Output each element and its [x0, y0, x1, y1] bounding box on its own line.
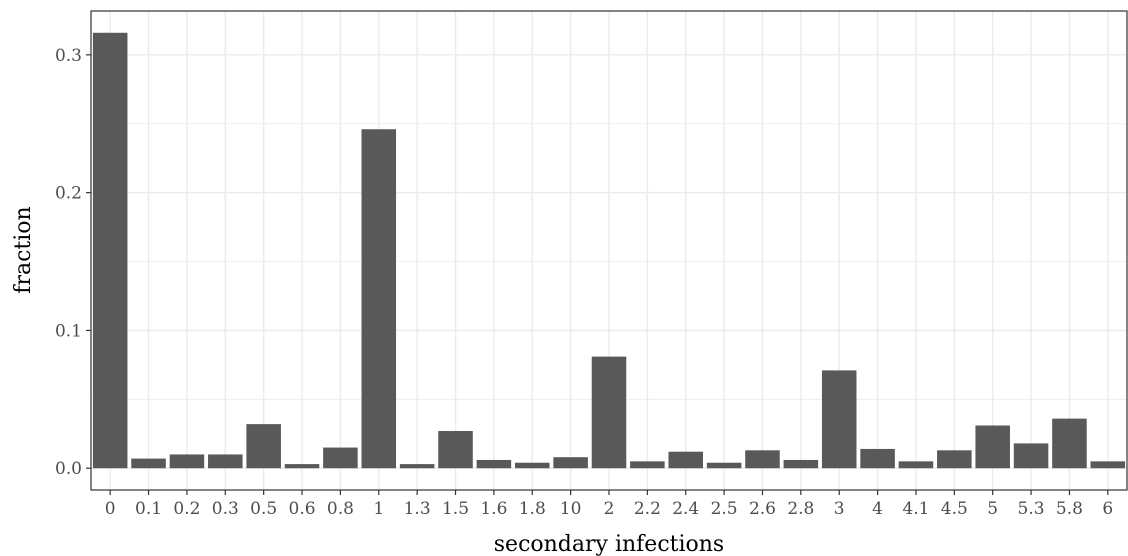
x-tick-label: 1.5: [442, 499, 469, 519]
x-tick-label: 0.6: [289, 499, 316, 519]
bar-0.5: [246, 424, 281, 469]
bar-5: [975, 425, 1010, 469]
x-tick-label: 2.5: [711, 499, 738, 519]
x-tick-label: 4.1: [902, 499, 929, 519]
y-tick-label: 0.3: [55, 46, 82, 66]
x-tick-label: 2: [604, 499, 615, 519]
x-tick-label: 2.8: [787, 499, 814, 519]
bar-1: [361, 129, 397, 469]
bar-10: [553, 457, 588, 469]
x-axis-ticks: 0 0.1 0.2 0.3 0.5 0.6 0.8 1 1.3 1.5 1.6 1.8 10 2 2.2 2.…: [105, 490, 1113, 519]
bar-0: [92, 32, 128, 469]
bar-0.8: [323, 447, 358, 469]
bar-4.1: [898, 461, 934, 469]
bar-2.8: [783, 459, 819, 469]
bar-6: [1090, 461, 1126, 469]
bar-2: [591, 356, 627, 469]
bar-2.5: [706, 462, 742, 469]
x-tick-label: 2.6: [749, 499, 776, 519]
bars: [92, 32, 1126, 469]
bar-1.8: [514, 462, 550, 469]
bar-0.6: [284, 464, 320, 469]
bar-2.2: [630, 461, 665, 469]
bar-2.4: [668, 451, 704, 469]
x-tick-label: 10: [560, 499, 582, 519]
y-axis-ticks: 0.0 0.1 0.2 0.3: [55, 46, 91, 479]
bar-5.8: [1052, 418, 1087, 469]
x-tick-label: 3: [834, 499, 845, 519]
x-tick-label: 6: [1102, 499, 1113, 519]
x-tick-label: 1.3: [404, 499, 431, 519]
x-tick-label: 5: [987, 499, 998, 519]
x-tick-label: 2.4: [672, 499, 699, 519]
y-tick-label: 0.1: [55, 321, 82, 341]
bar-1.3: [399, 464, 435, 469]
y-axis-title: fraction: [11, 206, 36, 293]
bar-5.3: [1013, 443, 1049, 469]
x-tick-label: 0.1: [135, 499, 162, 519]
x-tick-label: 0.8: [327, 499, 354, 519]
bar-0.1: [131, 458, 166, 469]
x-tick-label: 1: [373, 499, 384, 519]
x-tick-label: 5.8: [1056, 499, 1083, 519]
bar-0.3: [208, 454, 243, 469]
bar-2.6: [745, 450, 780, 469]
x-tick-label: 4.5: [941, 499, 968, 519]
bar-3: [821, 370, 857, 469]
bar-1.5: [438, 431, 473, 469]
panel-border: [90, 10, 1128, 491]
x-tick-label: 0.3: [212, 499, 239, 519]
x-tick-label: 0.2: [173, 499, 200, 519]
bar-0.2: [169, 454, 205, 469]
x-axis-title: secondary infections: [494, 532, 724, 556]
x-tick-label: 5.3: [1018, 499, 1045, 519]
y-tick-label: 0.2: [55, 184, 82, 204]
y-tick-label: 0.0: [55, 459, 82, 479]
bar-4.5: [937, 450, 972, 469]
x-tick-label: 4: [872, 499, 883, 519]
x-tick-label: 0: [105, 499, 116, 519]
bar-1.6: [476, 459, 512, 469]
bar-4: [860, 448, 895, 469]
x-tick-label: 2.2: [634, 499, 661, 519]
x-tick-label: 1.6: [480, 499, 507, 519]
x-tick-label: 0.5: [250, 499, 277, 519]
x-tick-label: 1.8: [519, 499, 546, 519]
